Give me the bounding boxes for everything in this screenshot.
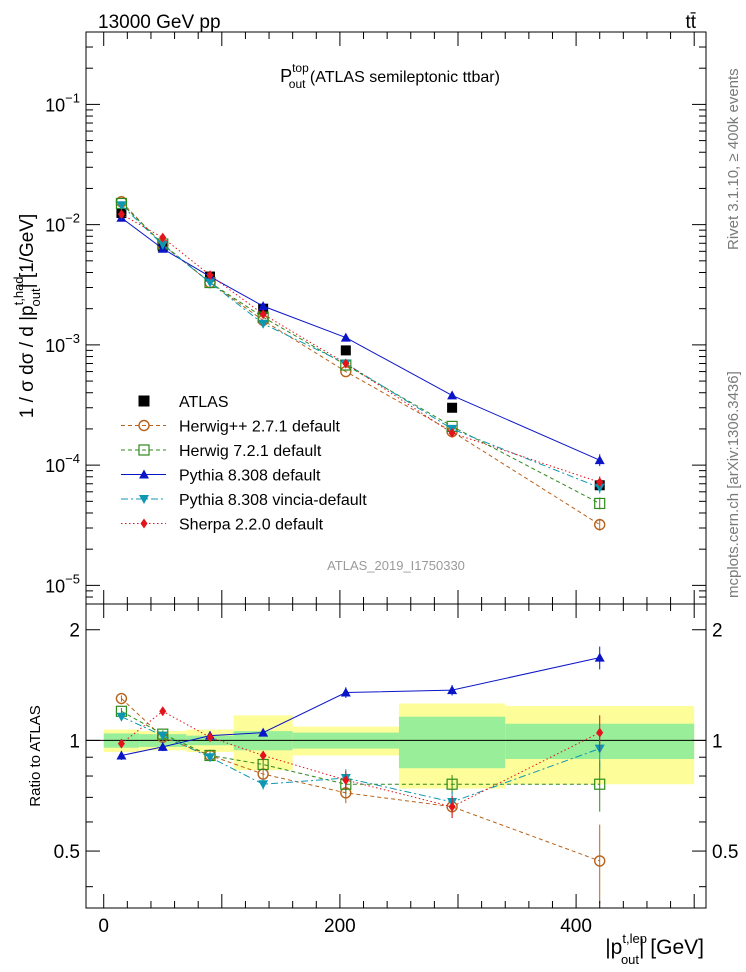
herwig-2-7-1-default-ratio-point: [115, 692, 128, 705]
ratio-y-tick-label-right: 1: [712, 731, 723, 752]
pythia-8-308-default-ratio-point: [258, 727, 269, 737]
sherpa-2-2-0-default-point: [206, 270, 214, 281]
pythia-8-308-vincia-default-ratio-point: [116, 712, 127, 722]
ratio-y-axis-label: Ratio to ATLAS: [27, 705, 44, 806]
legend-label-sherpa-2-2-0-default: Sherpa 2.2.0 default: [179, 517, 324, 534]
legend-marker-pythia-8-308-default: [139, 469, 149, 479]
herwig-7-2-1-default-point: [594, 497, 606, 510]
pythia-8-308-vincia-default-ratio-point: [258, 780, 269, 790]
main-panel: 10−5 10−4 10−3 10−2 10−1: [45, 31, 707, 605]
sherpa-2-2-0-default-ratio-point: [596, 727, 604, 738]
legend-label-pythia-8-308-vincia-default: Pythia 8.308 vincia-default: [179, 492, 367, 509]
main-plot-title: Ptop out (ATLAS semileptonic ttbar): [280, 61, 500, 91]
pythia-8-308-default-ratio-point: [447, 685, 458, 695]
main-y-tick-label: 10−3: [45, 331, 80, 356]
ratio-y-tick-label-left: 1: [69, 731, 80, 752]
header-final-state: tt̄: [685, 12, 696, 33]
sherpa-2-2-0-default-ratio-point: [448, 801, 456, 812]
pythia-8-308-vincia-default-point: [258, 319, 269, 329]
sherpa-2-2-0-default-point: [159, 232, 167, 243]
ratio-frame: [85, 603, 707, 909]
sherpa-2-2-0-default-ratio-point: [259, 750, 267, 761]
pythia-8-308-vincia-default-point: [157, 240, 168, 250]
pythia-8-308-vincia-default-ratio-point: [205, 753, 215, 763]
sherpa-2-2-0-default-ratio-point: [159, 706, 167, 717]
header-process: 13000 GeV pp: [98, 12, 221, 33]
herwig-2-7-1-default-point: [594, 518, 606, 531]
pythia-8-308-default-ratio-point: [594, 652, 605, 662]
atlas-point: [340, 345, 351, 356]
ratio-y-tick-label-right: 2: [712, 621, 723, 642]
legend-marker-sherpa-2-2-0-default: [140, 518, 148, 529]
legend-label-pythia-8-308-default: Pythia 8.308 default: [179, 468, 321, 485]
legend-label-herwig-2-7-1-default: Herwig++ 2.7.1 default: [179, 419, 341, 436]
sherpa-2-2-0-default-ratio-point: [206, 732, 214, 743]
sherpa-2-2-0-default-point: [259, 309, 267, 320]
mcplots-credit-text: mcplots.cern.ch [arXiv:1306.3436]: [725, 371, 742, 598]
analysis-watermark: ATLAS_2019_I1750330: [327, 558, 465, 573]
legend-label-herwig-7-2-1-default: Herwig 7.2.1 default: [179, 443, 322, 460]
sherpa-2-2-0-default-point: [342, 358, 350, 369]
sherpa-2-2-0-default-point: [596, 477, 604, 488]
atlas-point: [447, 402, 458, 413]
x-tick-label: 0: [98, 916, 109, 937]
sherpa-2-2-0-default-ratio-point: [342, 775, 350, 786]
main-y-axis-label: 1 / σ dσ / d |pt,had out| [1/GeV]: [11, 214, 43, 419]
pythia-8-308-vincia-default-point: [116, 201, 127, 211]
legend-marker-herwig-2-7-1-default: [138, 419, 150, 432]
pythia-8-308-vincia-default-ratio-point: [157, 731, 168, 741]
pythia-8-308-default-point: [447, 390, 458, 400]
pythia-8-308-default-point: [258, 301, 269, 311]
ratio-panel: 0 200 400 0.5 0.5 1 1 2 2: [54, 32, 738, 937]
pythia-8-308-default-ratio-point: [340, 687, 351, 697]
main-y-tick-label: 10−2: [45, 211, 80, 236]
pythia-8-308-default-point: [340, 332, 351, 342]
legend-label-atlas: ATLAS: [179, 394, 229, 411]
herwig-7-2-1-default-ratio-point: [594, 778, 606, 790]
rivet-version-text: Rivet 3.1.10, ≥ 400k events: [725, 68, 742, 250]
herwig-2-7-1-default-ratio-point: [594, 855, 606, 867]
herwig-7-2-1-default-ratio-point: [446, 778, 458, 790]
ratio-y-tick-label-right: 0.5: [712, 842, 738, 863]
main-y-tick-label: 10−4: [45, 451, 80, 476]
sherpa-2-2-0-default-point: [117, 209, 125, 220]
x-axis-label: |pt,lep out| [GeV]: [605, 931, 704, 967]
pythia-8-308-vincia-default-point: [205, 278, 215, 288]
pythia-8-308-default-point: [594, 455, 605, 465]
ratio-y-tick-label-left: 2: [69, 621, 80, 642]
main-y-tick-label: 10−1: [45, 90, 80, 115]
ratio-y-tick-label-left: 0.5: [54, 842, 80, 863]
main-y-tick-label: 10−5: [45, 571, 80, 596]
legend-marker-pythia-8-308-vincia-default: [139, 495, 149, 504]
sherpa-2-2-0-default-ratio-point: [117, 738, 125, 749]
x-tick-label: 200: [324, 916, 356, 937]
ratio-band-inner: [398, 716, 506, 769]
pythia-8-308-default-ratio-point: [157, 741, 168, 751]
legend-marker-atlas: [138, 395, 150, 407]
sherpa-2-2-0-default-point: [448, 428, 456, 439]
legend: ATLAS Herwig++ 2.7.1 default Herwig 7.2.1 …: [121, 394, 367, 534]
legend-marker-herwig-7-2-1-default: [138, 444, 150, 456]
pythia-8-308-default-ratio-point: [116, 750, 127, 760]
x-tick-label: 400: [560, 916, 592, 937]
